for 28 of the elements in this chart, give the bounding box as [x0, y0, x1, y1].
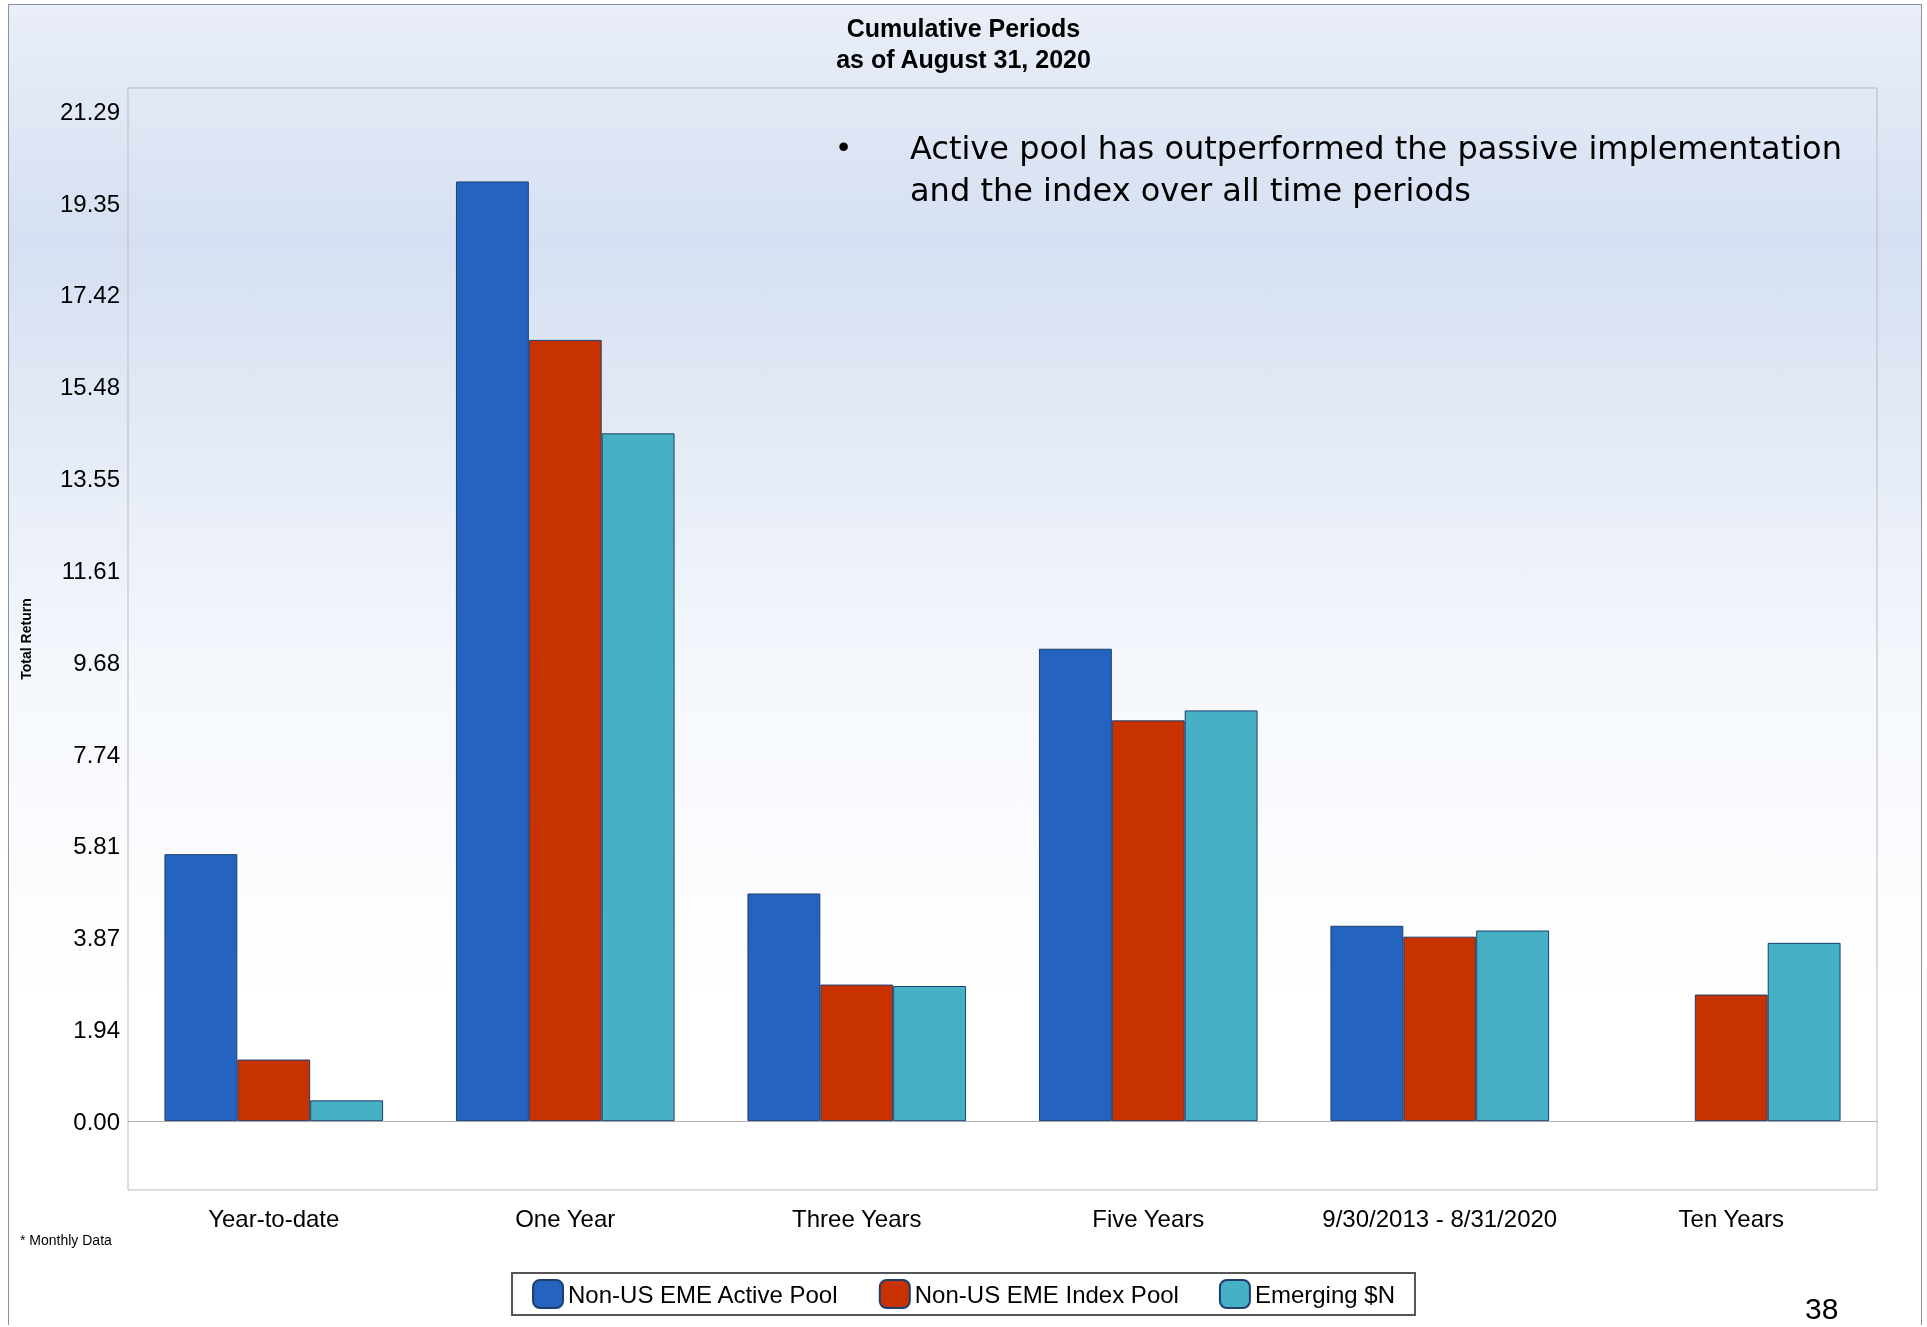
legend-label: Emerging $N	[1254, 1280, 1395, 1308]
x-tick-label: Year-to-date	[208, 1204, 340, 1232]
annotation: •	[838, 128, 850, 165]
y-tick-label: 7.74	[73, 740, 120, 768]
x-tick-label: 9/30/2013 - 8/31/2020	[1322, 1204, 1558, 1232]
y-tick-label: 21.29	[59, 97, 120, 125]
text: * Monthly Data	[20, 1232, 112, 1248]
y-tick-label: 0.00	[73, 1107, 120, 1135]
legend-label: Non-US EME Active Pool	[568, 1280, 838, 1308]
x-tick-label: Three Years	[792, 1204, 922, 1232]
text: 38	[1805, 1292, 1839, 1326]
y-tick-label: 17.42	[59, 281, 120, 309]
chart-title: Cumulative Periods	[846, 13, 1081, 42]
x-tick-label: One Year	[515, 1204, 616, 1232]
y-tick-label: 9.68	[73, 648, 120, 676]
y-tick-label: 15.48	[59, 373, 120, 401]
y-tick-label: 3.87	[73, 924, 120, 952]
x-tick-label: Ten Years	[1678, 1204, 1784, 1232]
y-tick-label: 1.94	[73, 1015, 120, 1043]
chart-subtitle: as of August 31, 2020	[836, 44, 1091, 73]
y-tick-label: 19.35	[59, 189, 120, 217]
legend-label: Non-US EME Index Pool	[914, 1280, 1179, 1308]
y-tick-label: 5.81	[73, 832, 120, 860]
y-tick-label: 13.55	[59, 464, 120, 492]
annotation: Active pool has outperformed the passive implementation and the index over all time periods	[910, 129, 1842, 209]
y-axis-title: Total Return	[18, 598, 34, 680]
y-tick-label: 11.61	[61, 556, 120, 584]
x-tick-label: Five Years	[1092, 1204, 1205, 1232]
